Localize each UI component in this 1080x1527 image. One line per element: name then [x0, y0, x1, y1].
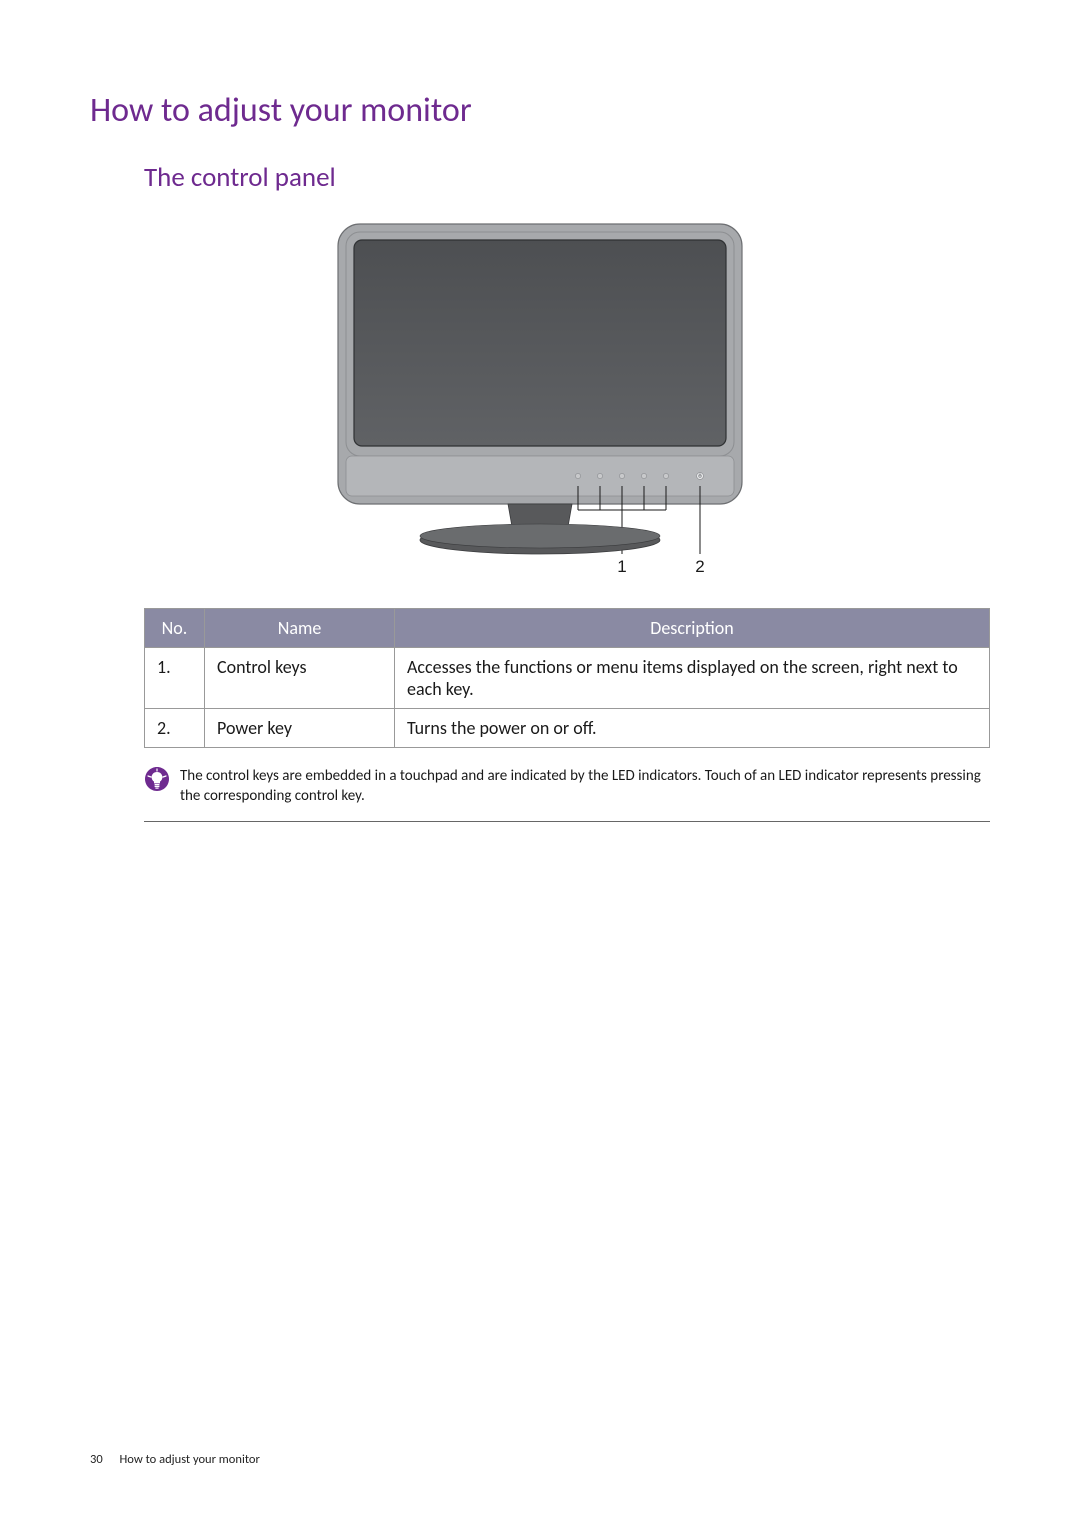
monitor-illustration: 1 2: [328, 218, 752, 578]
table-row: 1. Control keys Accesses the functions o…: [145, 648, 990, 709]
page-footer: 30 How to adjust your monitor: [90, 1452, 260, 1467]
section-title: The control panel: [144, 161, 990, 194]
figure-callout-1: 1: [617, 557, 626, 576]
cell-name: Control keys: [205, 648, 395, 709]
th-no: No.: [145, 609, 205, 648]
tip-text: The control keys are embedded in a touch…: [180, 766, 990, 807]
cell-name: Power key: [205, 709, 395, 748]
cell-no: 1.: [145, 648, 205, 709]
figure-callout-2: 2: [695, 557, 704, 576]
cell-no: 2.: [145, 709, 205, 748]
table-row: 2. Power key Turns the power on or off.: [145, 709, 990, 748]
page-title: How to adjust your monitor: [90, 90, 990, 131]
th-name: Name: [205, 609, 395, 648]
tip-note: The control keys are embedded in a touch…: [144, 766, 990, 822]
cell-desc: Turns the power on or off.: [395, 709, 990, 748]
th-desc: Description: [395, 609, 990, 648]
figure-container: 1 2: [90, 218, 990, 578]
lightbulb-icon: [144, 766, 170, 792]
page-number: 30: [90, 1452, 103, 1467]
control-table: No. Name Description 1. Control keys Acc…: [144, 608, 990, 748]
cell-desc: Accesses the functions or menu items dis…: [395, 648, 990, 709]
footer-section: How to adjust your monitor: [120, 1452, 260, 1467]
monitor-figure: 1 2: [328, 218, 752, 578]
